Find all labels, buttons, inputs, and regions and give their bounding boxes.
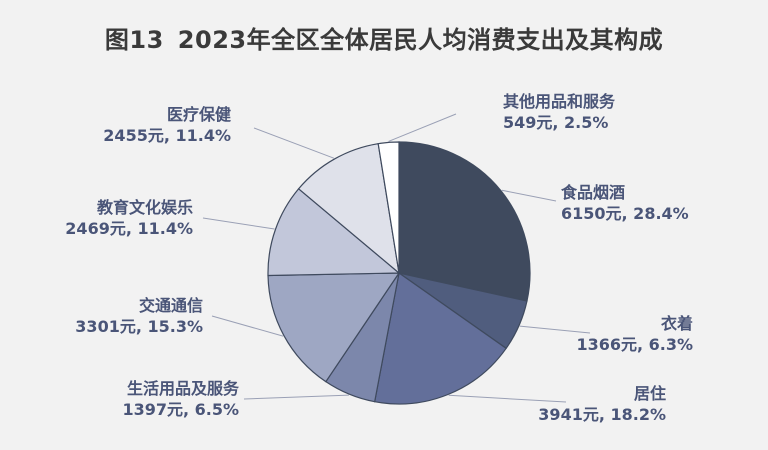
slice-label-name: 交通通信 bbox=[138, 296, 203, 315]
slice-housing bbox=[373, 271, 508, 405]
leader-lines bbox=[202, 113, 591, 403]
leader-line-food bbox=[501, 189, 557, 202]
slice-label-value: 2469元, 11.4% bbox=[65, 219, 193, 238]
slice-label-education: 教育文化娱乐 2469元, 11.4% bbox=[65, 197, 193, 239]
slice-label-daily-goods: 生活用品及服务 1397元, 6.5% bbox=[122, 378, 239, 420]
leader-line-clothing bbox=[519, 325, 591, 334]
slice-other bbox=[377, 141, 400, 274]
slice-label-name: 生活用品及服务 bbox=[126, 379, 239, 398]
chart-title: 图13 2023年全区全体居民人均消费支出及其构成 bbox=[0, 20, 768, 55]
slice-label-name: 居住 bbox=[633, 384, 666, 403]
slice-label-medical: 医疗保健 2455元, 11.4% bbox=[103, 104, 231, 146]
slice-label-value: 2455元, 11.4% bbox=[103, 126, 231, 145]
leader-line-education bbox=[202, 217, 275, 230]
slice-label-name: 食品烟酒 bbox=[561, 183, 626, 202]
slice-label-transport: 交通通信 3301元, 15.3% bbox=[75, 295, 203, 337]
slice-label-clothing: 衣着 1366元, 6.3% bbox=[576, 313, 693, 355]
pie-slices bbox=[267, 141, 531, 405]
slice-label-value: 1397元, 6.5% bbox=[122, 400, 239, 419]
chart-title-text: 2023年全区全体居民人均消费支出及其构成 bbox=[177, 26, 664, 54]
slice-label-name: 衣着 bbox=[660, 314, 693, 333]
slice-education bbox=[267, 187, 401, 277]
slice-label-food: 食品烟酒 6150元, 28.4% bbox=[561, 182, 689, 224]
slice-label-name: 其他用品和服务 bbox=[503, 92, 616, 111]
slice-label-name: 教育文化娱乐 bbox=[96, 198, 193, 217]
slice-label-value: 1366元, 6.3% bbox=[576, 335, 693, 354]
slice-label-other: 其他用品和服务 549元, 2.5% bbox=[503, 91, 615, 133]
chart-title-number: 图13 bbox=[104, 26, 164, 54]
leader-line-medical bbox=[253, 127, 335, 159]
slice-label-housing: 居住 3941元, 18.2% bbox=[538, 383, 666, 425]
slice-medical bbox=[297, 142, 400, 275]
slice-label-value: 3941元, 18.2% bbox=[538, 405, 666, 424]
leader-line-other bbox=[388, 113, 457, 142]
slice-label-value: 3301元, 15.3% bbox=[75, 317, 203, 336]
slice-transport bbox=[267, 272, 401, 383]
slice-label-value: 6150元, 28.4% bbox=[561, 204, 689, 223]
slice-label-value: 549元, 2.5% bbox=[503, 113, 609, 132]
leader-line-daily-goods bbox=[243, 394, 349, 400]
leader-line-housing bbox=[448, 394, 567, 403]
slice-food bbox=[398, 141, 531, 302]
slice-label-name: 医疗保健 bbox=[166, 105, 231, 124]
leader-line-transport bbox=[211, 315, 284, 337]
